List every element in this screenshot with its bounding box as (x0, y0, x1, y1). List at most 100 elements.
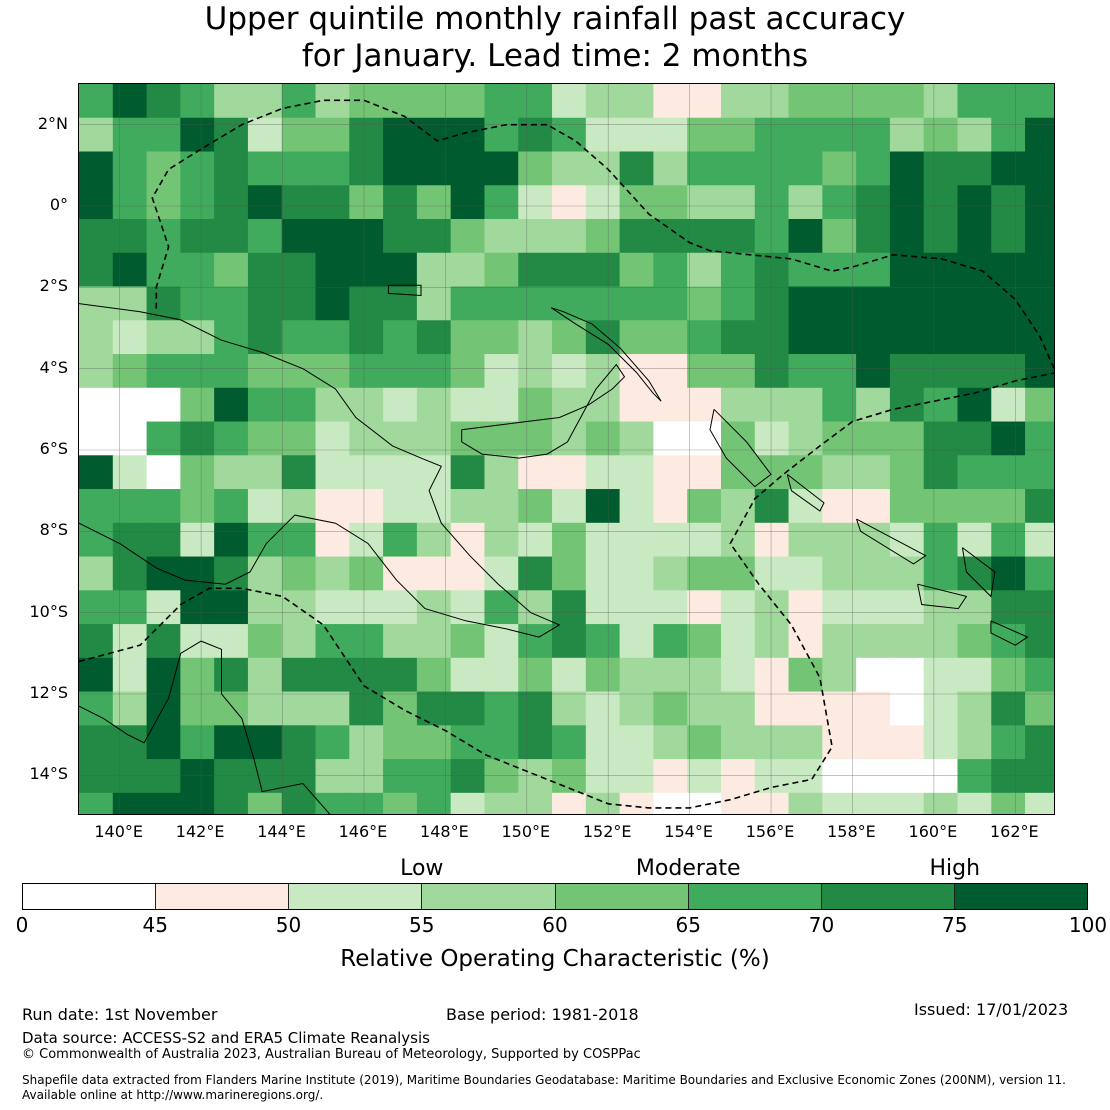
grid-cell (315, 252, 350, 288)
grid-cell (923, 387, 959, 423)
grid-cell (991, 421, 1026, 456)
grid-cell (518, 455, 553, 490)
grid-cell (889, 252, 925, 288)
grid-cell (720, 219, 756, 254)
grid-cell (214, 219, 249, 254)
grid-cell (889, 624, 925, 659)
latitude-tick-label: 4°S (39, 357, 68, 377)
category-label: Moderate (635, 856, 741, 881)
grid-cell (754, 691, 790, 726)
grid-cell (788, 117, 823, 153)
grid-cell (619, 354, 654, 389)
colorbar-bin (289, 884, 423, 909)
colorbar-tick-label: 0 (15, 913, 29, 937)
grid-cell (720, 657, 756, 693)
grid-cell (585, 252, 621, 288)
grid-cell (214, 759, 249, 794)
grid-cell (856, 117, 891, 153)
colorbar-title: Relative Operating Characteristic (%) (340, 946, 770, 972)
grid-cell (552, 117, 587, 153)
grid-cell (822, 556, 857, 591)
grid-cell (79, 354, 114, 389)
grid-cell (585, 657, 621, 693)
grid-cell (214, 725, 249, 760)
shapefile-url: Available online at http://www.marinereg… (22, 1088, 324, 1102)
grid-cell (923, 286, 959, 321)
grid-cell (788, 691, 823, 726)
grid-cell (315, 387, 350, 423)
grid-cell (889, 117, 925, 153)
colorbar (22, 883, 1088, 910)
grid-cell (552, 590, 587, 625)
latitude-tick-label: 14°S (29, 764, 68, 784)
longitude-tick-label: 140°E (94, 822, 144, 841)
grid-cell (889, 84, 925, 119)
grid-cell (112, 522, 148, 558)
grid-cell (180, 624, 215, 659)
grid-cell (214, 320, 249, 355)
grid-cell (889, 691, 925, 726)
grid-cell (247, 252, 283, 288)
grid-cell (146, 84, 181, 119)
grid-cell (653, 286, 688, 321)
grid-cell (754, 387, 790, 423)
grid-cell (720, 556, 756, 591)
grid-cell (619, 759, 654, 794)
grid-cell (856, 556, 891, 591)
chart-title-line-2: for January. Lead time: 2 months (301, 38, 809, 74)
grid-cell (653, 354, 688, 389)
grid-cell (349, 151, 384, 186)
grid-cell (349, 624, 384, 659)
grid-cell (585, 387, 621, 423)
grid-cell (991, 117, 1026, 153)
grid-cell (79, 489, 114, 524)
grid-cell (518, 759, 553, 794)
grid-cell (484, 590, 519, 625)
grid-cell (957, 489, 992, 524)
grid-cell (552, 489, 587, 524)
grid-cell (247, 320, 283, 355)
grid-cell (653, 320, 688, 355)
grid-cell (923, 556, 959, 591)
grid-cell (146, 590, 181, 625)
grid-cell (315, 522, 350, 558)
choiseul-coast (786, 474, 825, 512)
new-ireland-coast (550, 307, 662, 402)
grid-cell (315, 151, 350, 186)
grid-cell (720, 320, 756, 355)
grid-cell (281, 556, 317, 591)
grid-cell (788, 792, 823, 814)
grid-cell (214, 489, 249, 524)
grid-cell (180, 455, 215, 490)
grid-cell (146, 691, 181, 726)
grid-cell (281, 421, 317, 456)
grid-cell (281, 320, 317, 355)
grid-cell (281, 219, 317, 254)
colorbar-tick-label: 50 (275, 913, 302, 937)
grid-cell (889, 489, 925, 524)
grid-cell (247, 792, 283, 814)
grid-cell (856, 657, 891, 693)
grid-cell (619, 219, 654, 254)
grid-cell (552, 185, 587, 220)
grid-cell (112, 421, 148, 456)
grid-cell (112, 151, 148, 186)
grid-cell (349, 590, 384, 625)
grid-cell (889, 151, 925, 186)
map-panel (78, 83, 1055, 815)
grid-cell (822, 151, 857, 186)
grid-cell (518, 556, 553, 591)
grid-cell (112, 725, 148, 760)
grid-cell (112, 489, 148, 524)
grid-cell (214, 286, 249, 321)
grid-cell (247, 759, 283, 794)
grid-cell (923, 792, 959, 814)
grid-cell (214, 354, 249, 389)
grid-cell (146, 725, 181, 760)
grid-cell (788, 556, 823, 591)
grid-cell (923, 252, 959, 288)
grid-cell (687, 624, 722, 659)
grid-cell (585, 286, 621, 321)
grid-cell (416, 792, 452, 814)
run-date: Run date: 1st November (22, 1005, 218, 1024)
